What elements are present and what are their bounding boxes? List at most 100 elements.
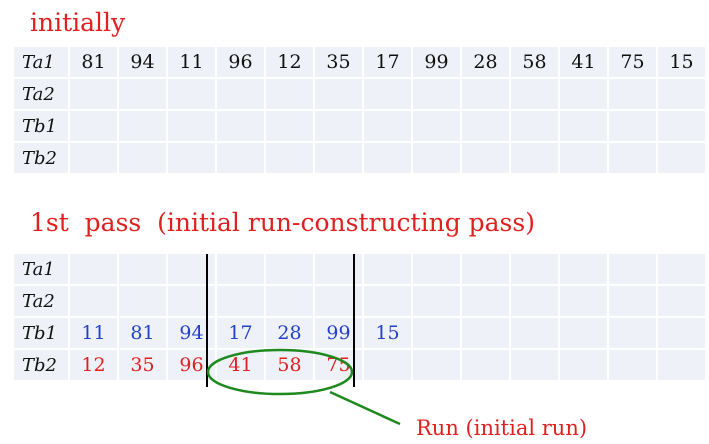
tape-cell: [658, 318, 705, 348]
tape-cell: [511, 318, 558, 348]
tape-cell: 41: [217, 350, 264, 380]
tape-cell: [560, 111, 607, 141]
tape-cell: [560, 143, 607, 173]
tape-cell: [217, 143, 264, 173]
tape-cell: [70, 111, 117, 141]
tape-label: Tb2: [14, 143, 68, 173]
tape-cell: [217, 79, 264, 109]
tape-cell: [70, 79, 117, 109]
tape-cell: 58: [511, 47, 558, 77]
tape-cell: 75: [609, 47, 656, 77]
tape-cell: [511, 254, 558, 284]
tape-cell: 35: [119, 350, 166, 380]
tape-label: Ta1: [14, 254, 68, 284]
tape-cell: [609, 318, 656, 348]
tape-row-tb2: Tb2: [14, 143, 705, 173]
tape-row-ta2: Ta2: [14, 79, 705, 109]
tape-cell: 99: [413, 47, 460, 77]
tape-cell: [658, 143, 705, 173]
tape-cell: [364, 111, 411, 141]
tape-cell: [609, 286, 656, 316]
tape-cell: [119, 143, 166, 173]
tape-cell: 94: [119, 47, 166, 77]
tape-cell: [413, 254, 460, 284]
tape-cell: [70, 254, 117, 284]
tape-cell: [462, 79, 509, 109]
tape-cell: 17: [364, 47, 411, 77]
tape-cell: [658, 254, 705, 284]
tape-cell: [217, 286, 264, 316]
tape-label: Ta1: [14, 47, 68, 77]
tape-cell: 81: [119, 318, 166, 348]
tape-label: Ta2: [14, 286, 68, 316]
tape-cell: [266, 111, 313, 141]
tape-cell: [217, 254, 264, 284]
tape-table-initial: Ta1 81 94 11 96 12 35 17 99 28 58 41 75 15 Ta2 Tb1 Tb2: [12, 45, 707, 175]
tape-cell: 15: [658, 47, 705, 77]
tape-cell: [658, 286, 705, 316]
tape-cell: [560, 350, 607, 380]
tape-cell: 41: [560, 47, 607, 77]
tape-label: Ta2: [14, 79, 68, 109]
tape-label: Tb1: [14, 318, 68, 348]
tape-cell: [364, 286, 411, 316]
tape-cell: [462, 254, 509, 284]
tape-cell: [609, 254, 656, 284]
tape-cell: 28: [266, 318, 313, 348]
tape-cell: [511, 286, 558, 316]
tape-cell: 96: [217, 47, 264, 77]
tape-cell: [315, 143, 362, 173]
tape-cell: [364, 254, 411, 284]
tape-cell: [658, 79, 705, 109]
tape-cell: [462, 318, 509, 348]
tape-cell: [413, 286, 460, 316]
tape-cell: 12: [70, 350, 117, 380]
tape-cell: [266, 254, 313, 284]
tape-cell: [413, 143, 460, 173]
tape-cell: [511, 79, 558, 109]
tape-cell: [364, 79, 411, 109]
tape-cell: [413, 350, 460, 380]
tape-cell: [511, 143, 558, 173]
tape-row-ta1: Ta1 81 94 11 96 12 35 17 99 28 58 41 75 15: [14, 47, 705, 77]
tape-cell: [168, 111, 215, 141]
tape-row-tb1: Tb1: [14, 111, 705, 141]
tape-cell: [413, 318, 460, 348]
run-pointer-line: [329, 390, 401, 426]
tape-cell: [315, 79, 362, 109]
tape-cell: [266, 286, 313, 316]
run-divider-right: [353, 254, 355, 387]
tape-cell: 11: [168, 47, 215, 77]
run-annotation-label: Run (initial run): [416, 416, 588, 440]
tape-cell: [560, 79, 607, 109]
tape-cell: [462, 350, 509, 380]
tape-cell: 17: [217, 318, 264, 348]
tape-cell: [70, 286, 117, 316]
heading-first-pass: 1st pass (initial run-constructing pass): [30, 208, 535, 237]
tape-cell: [609, 143, 656, 173]
tape-cell: [462, 286, 509, 316]
heading-initially: initially: [30, 8, 126, 37]
tape-cell: [266, 143, 313, 173]
tape-row-tb1: Tb1 11 81 94 17 28 99 15: [14, 318, 705, 348]
tape-cell: [315, 111, 362, 141]
tape-cell: [168, 143, 215, 173]
tape-label: Tb1: [14, 111, 68, 141]
tape-row-ta1: Ta1: [14, 254, 705, 284]
tape-cell: [119, 79, 166, 109]
tape-cell: [364, 350, 411, 380]
tape-cell: [462, 143, 509, 173]
tape-label: Tb2: [14, 350, 68, 380]
run-ellipse: [206, 348, 354, 396]
tape-cell: 12: [266, 47, 313, 77]
tape-cell: [217, 111, 264, 141]
tape-cell: [119, 254, 166, 284]
tape-cell: 81: [70, 47, 117, 77]
tape-cell: [560, 318, 607, 348]
tape-cell: [413, 79, 460, 109]
tape-cell: 35: [315, 47, 362, 77]
tape-cell: 15: [364, 318, 411, 348]
tape-cell: [119, 286, 166, 316]
tape-cell: [168, 79, 215, 109]
